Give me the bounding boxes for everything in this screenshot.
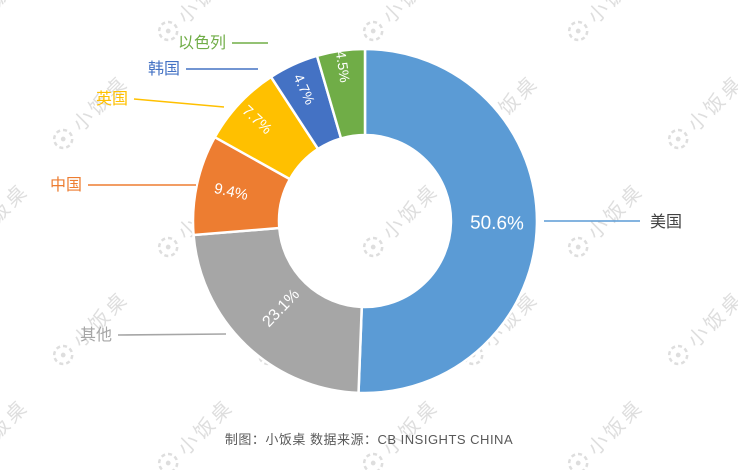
leader-line-other — [117, 333, 227, 336]
category-label-china: 中国 — [50, 176, 82, 194]
category-label-other: 其他 — [80, 326, 112, 344]
watermark-logo-icon — [567, 236, 589, 257]
watermark-logo-icon — [52, 344, 74, 365]
slice-value-label-usa: 50.6% — [470, 212, 524, 234]
watermark-logo-icon — [52, 128, 74, 149]
category-label-usa: 美国 — [650, 213, 682, 231]
watermark-logo-icon — [567, 452, 589, 470]
watermark: 小饭桌 — [354, 0, 444, 49]
watermark: 小饭桌 — [149, 0, 239, 49]
watermark-logo-icon — [157, 20, 179, 41]
watermark: 小饭桌 — [44, 68, 134, 158]
watermark-logo-icon — [362, 20, 384, 41]
category-label-uk: 英国 — [96, 90, 128, 108]
watermark-logo-icon — [667, 128, 689, 149]
watermark: 小饭桌 — [149, 392, 239, 470]
category-label-korea: 韩国 — [148, 60, 180, 78]
watermark-logo-icon — [362, 452, 384, 470]
watermark-logo-icon — [157, 452, 179, 470]
chart-caption: 制图：小饭桌 数据来源：CB INSIGHTS CHINA — [224, 432, 514, 447]
watermark: 小饭桌 — [559, 176, 649, 266]
watermark: 小饭桌 — [44, 284, 134, 374]
watermark-logo-icon — [667, 344, 689, 365]
pie-slice-other — [192, 226, 364, 395]
slice-value-label-china: 9.4% — [213, 180, 250, 204]
watermark-logo-icon — [157, 236, 179, 257]
watermark: 小饭桌 — [659, 284, 738, 374]
watermark: 小饭桌 — [659, 68, 738, 158]
pie-slice-usa — [357, 47, 539, 395]
pie-slice-israel — [315, 47, 367, 140]
watermark: 小饭桌 — [149, 176, 239, 266]
watermark: 小饭桌 — [354, 392, 444, 470]
leader-line-uk — [133, 98, 225, 108]
slice-value-label-israel: 4.5% — [333, 50, 353, 84]
category-label-israel: 以色列 — [178, 34, 226, 52]
watermark: 小饭桌 — [559, 0, 649, 49]
watermark: 小饭桌 — [354, 176, 444, 266]
watermark-logo-icon — [567, 20, 589, 41]
watermark-logo-icon — [362, 236, 384, 257]
watermark: 小饭桌 — [559, 392, 649, 470]
